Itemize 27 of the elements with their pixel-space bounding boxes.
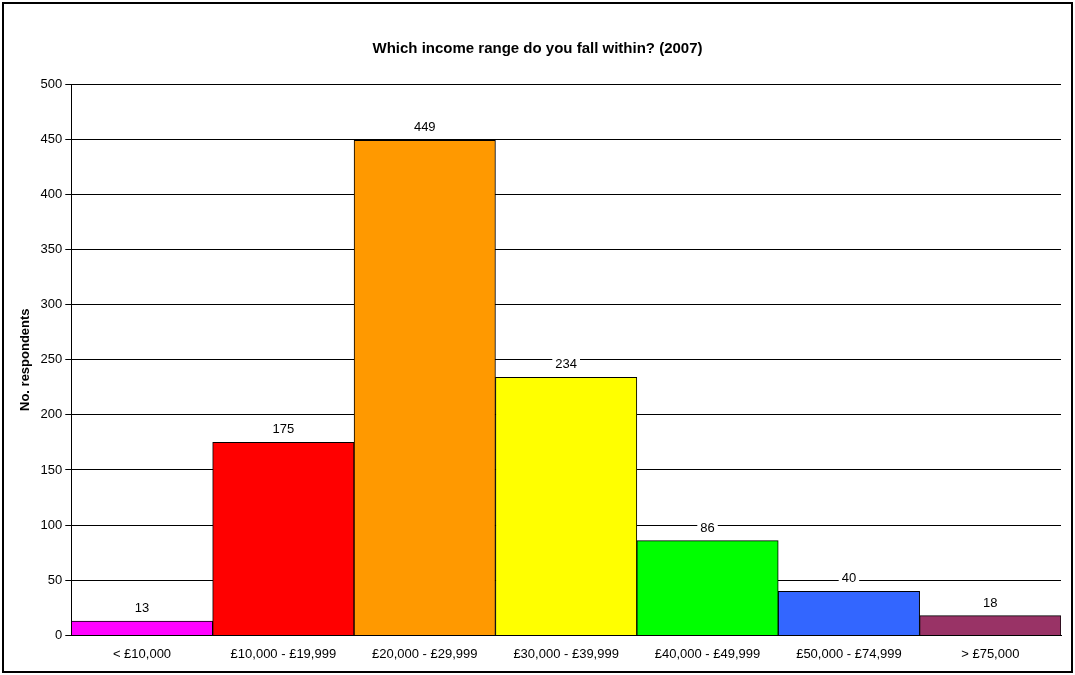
data-label: 86 xyxy=(700,519,715,535)
y-axis-title: No. respondents xyxy=(17,308,33,411)
y-tick-label: 450 xyxy=(40,130,63,146)
x-tick-label: £40,000 - £49,999 xyxy=(654,645,761,661)
y-tick-label: 200 xyxy=(40,406,63,422)
y-tick-label: 300 xyxy=(40,296,63,312)
y-tick-label: 400 xyxy=(40,185,63,201)
x-tick-label: £30,000 - £39,999 xyxy=(513,645,619,661)
data-label: 449 xyxy=(413,119,436,135)
y-tick-label: 100 xyxy=(40,516,63,532)
data-label: 234 xyxy=(555,356,577,372)
x-tick-label: < £10,000 xyxy=(112,645,172,661)
y-tick-label: 150 xyxy=(40,461,63,477)
x-tick-label: £20,000 - £29,999 xyxy=(371,645,478,661)
data-label: 40 xyxy=(841,570,857,586)
y-tick-label: 50 xyxy=(47,571,63,587)
y-tick-label: 500 xyxy=(40,75,63,91)
y-tick-label: 0 xyxy=(55,626,63,642)
data-label: 18 xyxy=(983,594,998,610)
y-tick-label: 250 xyxy=(40,351,63,367)
y-tick-label: 350 xyxy=(40,241,63,256)
chart-title: Which income range do you fall within? (2007) xyxy=(372,39,703,57)
x-tick-label: £50,000 - £74,999 xyxy=(796,645,902,661)
data-label: 13 xyxy=(134,600,150,616)
x-tick-label: £10,000 - £19,999 xyxy=(230,645,337,661)
x-tick-label: > £75,000 xyxy=(961,645,1020,661)
data-label: 175 xyxy=(272,421,295,437)
